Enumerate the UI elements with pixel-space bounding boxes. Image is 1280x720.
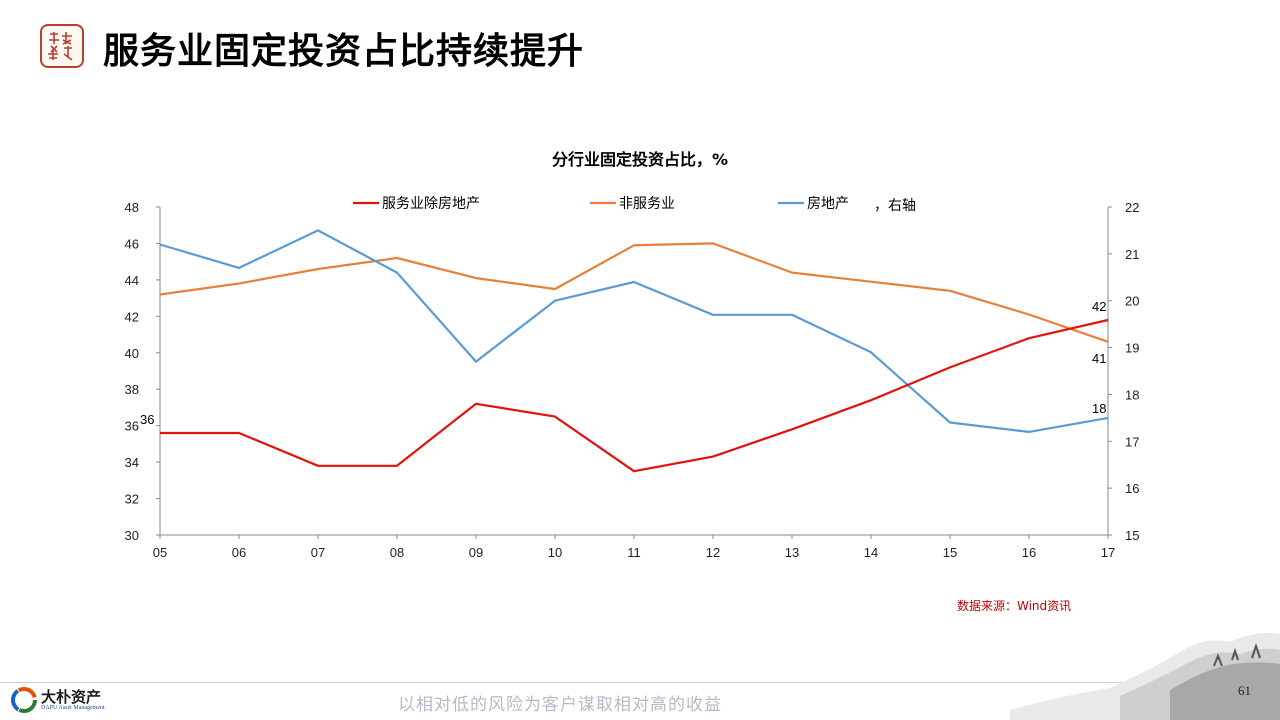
brand-subtitle: DAPU Asset Management bbox=[41, 705, 105, 711]
x-tick-label: 12 bbox=[706, 545, 720, 560]
legend-label-2: 房地产 bbox=[807, 196, 849, 212]
page-title: 服务业固定投资占比持续提升 bbox=[103, 31, 585, 72]
right-tick-label: 21 bbox=[1125, 247, 1139, 262]
x-tick-label: 13 bbox=[785, 545, 799, 560]
series-line-1 bbox=[159, 242, 1109, 343]
footer-slogan: 以相对低的风险为客户谋取相对高的收益 bbox=[398, 695, 722, 715]
left-tick-label: 34 bbox=[125, 455, 139, 470]
left-tick-label: 36 bbox=[125, 419, 139, 434]
left-tick-label: 42 bbox=[125, 309, 139, 324]
left-tick-label: 32 bbox=[125, 492, 139, 507]
x-tick-label: 07 bbox=[311, 545, 325, 560]
left-tick-label: 46 bbox=[125, 236, 139, 251]
legend-label-1: 非服务业 bbox=[619, 196, 675, 212]
x-tick-label: 16 bbox=[1022, 545, 1036, 560]
footer-divider bbox=[0, 682, 1280, 683]
right-tick-label: 17 bbox=[1125, 434, 1139, 449]
right-tick-label: 18 bbox=[1125, 387, 1139, 402]
data-label-red-start: 36 bbox=[140, 412, 154, 427]
x-tick-label: 05 bbox=[153, 545, 167, 560]
left-tick-label: 40 bbox=[125, 346, 139, 361]
x-tick-label: 06 bbox=[232, 545, 246, 560]
chart-title: 分行业固定投资占比，% bbox=[551, 150, 729, 169]
series-line-0 bbox=[160, 318, 1109, 473]
logo-seal-icon bbox=[40, 24, 84, 68]
series-line-2 bbox=[159, 229, 1109, 433]
page-number: 61 bbox=[1238, 683, 1251, 698]
data-label-orange-end: 41 bbox=[1092, 351, 1106, 366]
right-tick-label: 19 bbox=[1125, 341, 1139, 356]
left-tick-label: 38 bbox=[125, 382, 139, 397]
x-tick-label: 17 bbox=[1101, 545, 1115, 560]
right-tick-label: 20 bbox=[1125, 294, 1139, 309]
x-tick-label: 15 bbox=[943, 545, 957, 560]
left-tick-label: 48 bbox=[125, 200, 139, 215]
left-tick-label: 30 bbox=[125, 528, 139, 543]
x-tick-label: 14 bbox=[864, 545, 878, 560]
source-note: 数据来源：Wind资讯 bbox=[957, 599, 1072, 613]
right-tick-label: 15 bbox=[1125, 528, 1139, 543]
right-tick-label: 16 bbox=[1125, 481, 1139, 496]
seal-glyph-icon bbox=[48, 32, 73, 61]
brand-name: 大朴资产 bbox=[41, 688, 102, 706]
x-tick-label: 08 bbox=[390, 545, 404, 560]
x-tick-label: 11 bbox=[627, 545, 641, 560]
legend-label-0: 服务业除房地产 bbox=[382, 196, 480, 212]
left-tick-label: 44 bbox=[125, 273, 139, 288]
x-tick-label: 10 bbox=[548, 545, 562, 560]
legend-right-axis-note: ，右轴 bbox=[874, 198, 916, 214]
data-label-red-end: 42 bbox=[1092, 299, 1106, 314]
data-label-blue-end: 18 bbox=[1092, 401, 1106, 416]
x-tick-label: 09 bbox=[469, 545, 483, 560]
brand-logo-icon bbox=[11, 687, 37, 713]
ink-landscape-icon bbox=[1010, 633, 1280, 720]
right-tick-label: 22 bbox=[1125, 200, 1139, 215]
